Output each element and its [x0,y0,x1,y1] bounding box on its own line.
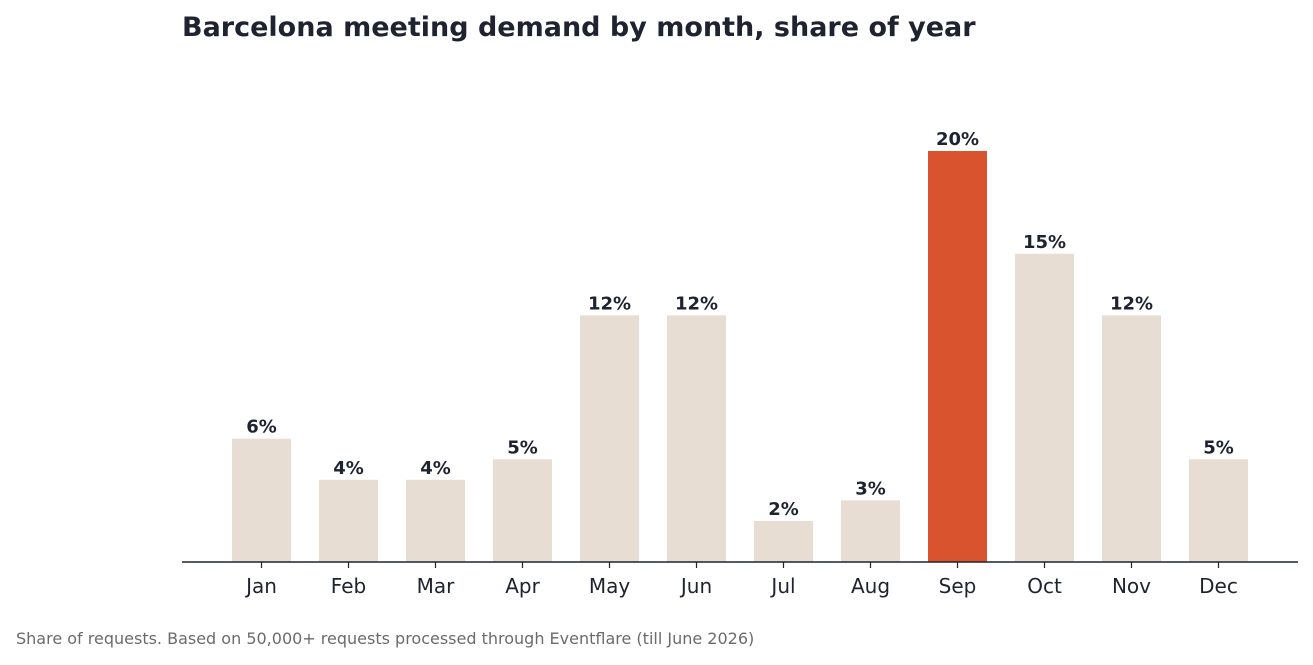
value-label-may: 12% [588,293,631,314]
bars-layer [232,151,1248,562]
value-label-jun: 12% [675,293,718,314]
value-label-dec: 5% [1203,437,1234,458]
x-tick-label-jul: Jul [769,574,795,598]
x-tick-label-apr: Apr [505,574,540,598]
x-tick-label-nov: Nov [1112,574,1151,598]
bar-jul [754,520,813,562]
value-label-sep: 20% [936,129,979,150]
x-tick-label-sep: Sep [939,574,977,598]
x-tick-label-jun: Jun [679,574,712,598]
value-label-feb: 4% [333,458,364,479]
footnote: Share of requests. Based on 50,000+ requ… [16,629,755,648]
bar-jun [667,315,726,562]
bar-mar [406,479,465,562]
bar-may [580,315,639,562]
value-label-aug: 3% [855,478,886,499]
value-label-nov: 12% [1110,293,1153,314]
value-label-mar: 4% [420,458,451,479]
x-tick-label-mar: Mar [417,574,456,598]
chart-title: Barcelona meeting demand by month, share… [182,12,976,43]
x-tick-label-feb: Feb [331,574,366,598]
x-tick-label-jan: Jan [244,574,277,598]
bar-apr [493,459,552,562]
value-label-jul: 2% [768,499,799,520]
value-label-jan: 6% [246,417,277,438]
bar-aug [841,500,900,562]
x-tick-label-oct: Oct [1027,574,1062,598]
value-labels-layer: 6% 4% 4% 5% 12% 12% 2% 3% 20% 15% 12% 5% [246,129,1234,520]
bar-oct [1015,253,1074,562]
bar-nov [1102,315,1161,562]
bar-feb [319,479,378,562]
bar-dec [1189,459,1248,562]
x-tick-label-dec: Dec [1199,574,1238,598]
value-label-oct: 15% [1023,232,1066,253]
value-label-apr: 5% [507,437,538,458]
bar-jan [232,438,291,562]
x-tick-label-aug: Aug [851,574,890,598]
bar-sep [928,151,987,562]
x-tick-label-may: May [589,574,631,598]
x-axis-ticks: Jan Feb Mar Apr May Jun Jul Aug Sep Oct Nov Dec [244,562,1238,598]
